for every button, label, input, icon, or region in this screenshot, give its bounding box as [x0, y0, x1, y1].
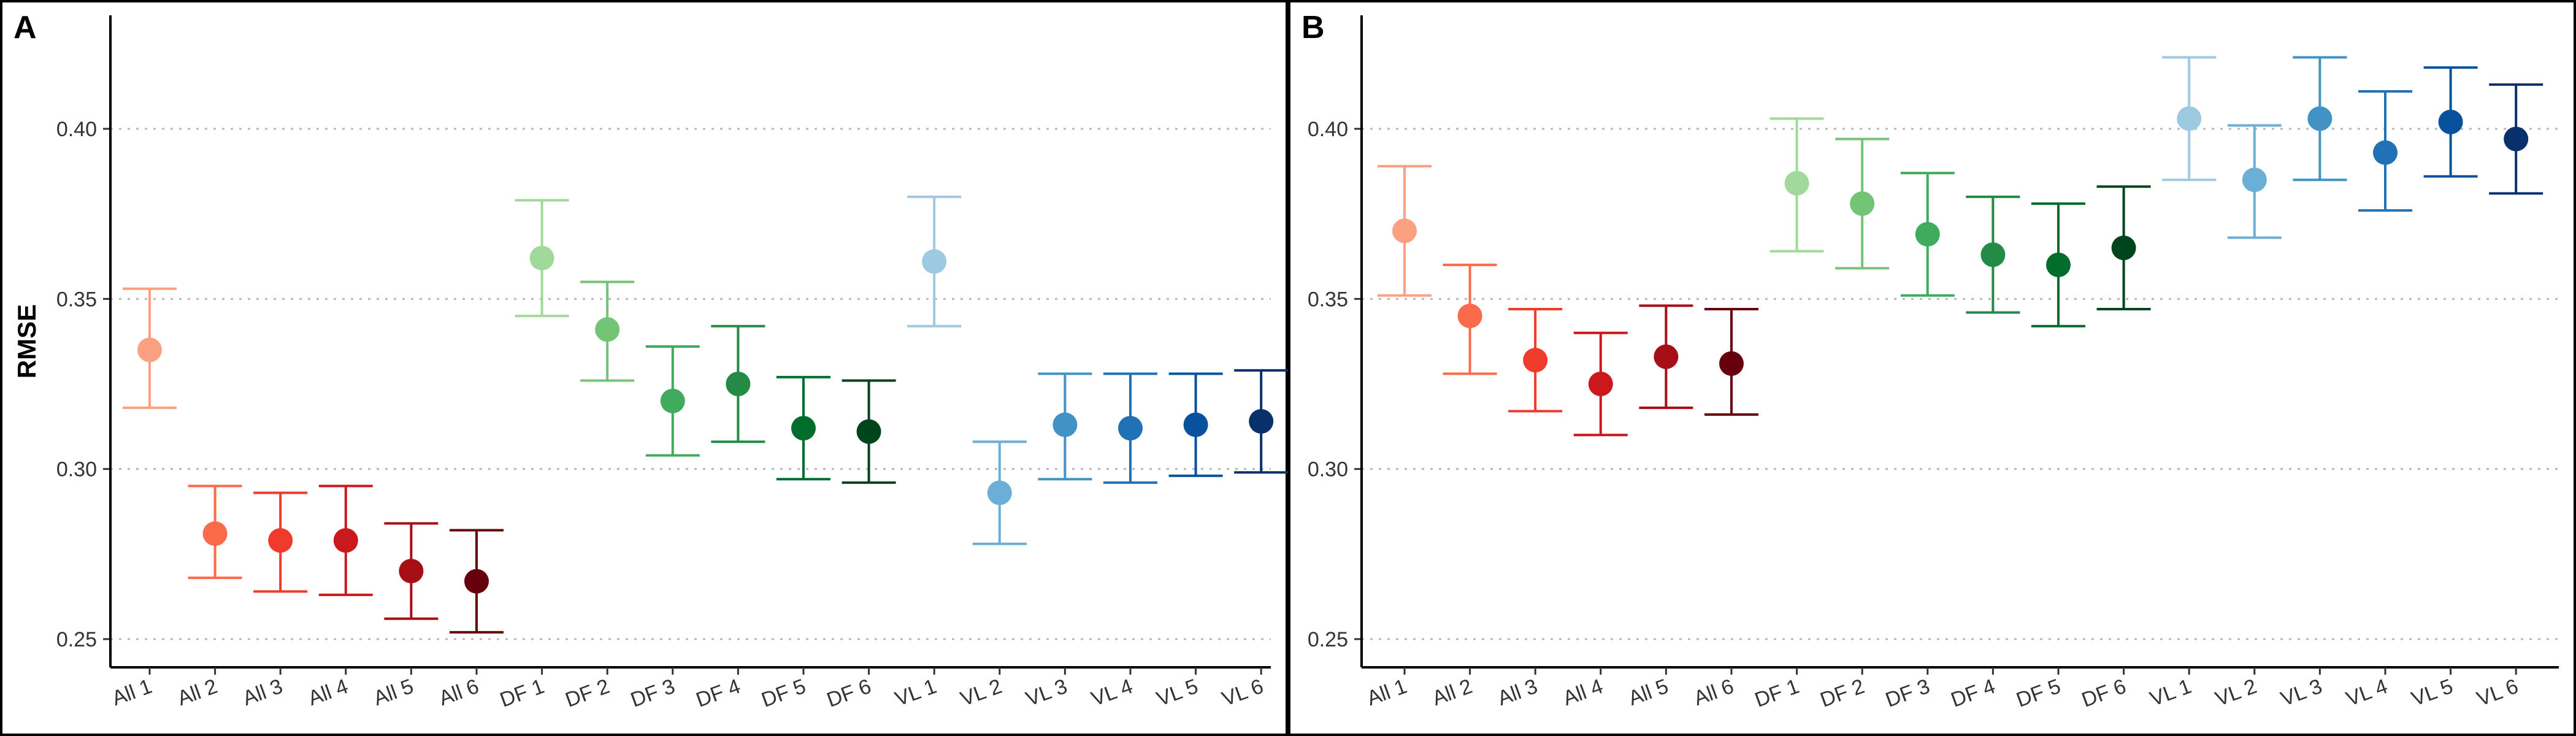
data-point-group — [711, 324, 765, 443]
data-point-group — [1573, 331, 1628, 437]
data-point — [2438, 109, 2463, 134]
data-point — [202, 521, 228, 546]
data-point-group — [776, 375, 830, 481]
data-point-group — [1103, 372, 1157, 484]
data-point-group — [123, 287, 177, 409]
data-point — [1719, 351, 1744, 376]
data-point — [268, 528, 293, 553]
data-point — [2177, 106, 2202, 131]
data-point-group — [1168, 372, 1223, 477]
data-point — [922, 249, 947, 274]
panel-border — [1288, 0, 2576, 736]
data-point-group — [1443, 263, 1497, 375]
data-point-group — [2358, 90, 2412, 212]
data-point — [987, 480, 1012, 505]
data-point-group — [1966, 195, 2020, 314]
data-point — [529, 245, 554, 270]
data-point-group — [2096, 185, 2151, 310]
data-point — [1850, 191, 1875, 217]
data-point — [464, 569, 489, 594]
data-point — [1457, 304, 1482, 329]
data-point — [2111, 236, 2136, 261]
panel-letter: A — [13, 10, 37, 45]
data-point-group — [188, 485, 242, 580]
data-point-group — [1234, 369, 1289, 474]
y-axis-title: RMSE — [12, 304, 41, 378]
data-point — [2373, 140, 2398, 165]
data-point-group — [907, 195, 962, 328]
data-point-group — [1378, 165, 1432, 297]
data-point-group — [2227, 124, 2282, 239]
data-point-group — [2293, 56, 2347, 182]
data-point-group — [253, 491, 308, 593]
data-point-group — [972, 440, 1027, 545]
data-point-group — [580, 280, 635, 382]
data-point — [137, 337, 162, 362]
data-point — [1523, 348, 1548, 373]
data-point — [333, 528, 358, 553]
data-point — [1118, 416, 1143, 441]
y-tick-label: 0.40 — [56, 118, 97, 141]
data-point — [1915, 221, 1940, 247]
y-tick-label: 0.25 — [56, 628, 97, 651]
data-point — [726, 372, 751, 396]
data-point — [2242, 167, 2267, 193]
y-tick-label: 0.30 — [1308, 458, 1348, 481]
data-point-group — [384, 522, 439, 620]
data-point-group — [1038, 372, 1092, 481]
data-point — [1052, 412, 1078, 437]
data-point — [1784, 171, 1809, 196]
data-point — [856, 419, 881, 444]
data-point-group — [2423, 66, 2478, 178]
data-point — [2504, 126, 2529, 151]
data-point-group — [1639, 304, 1693, 409]
data-point-group — [841, 379, 896, 484]
data-point-group — [318, 485, 373, 596]
data-point — [1980, 242, 2006, 267]
data-point — [1588, 372, 1613, 396]
data-point-group — [1769, 117, 1824, 253]
data-point-group — [515, 199, 569, 318]
data-point — [399, 559, 424, 584]
y-tick-label: 0.30 — [56, 458, 97, 481]
y-tick-label: 0.25 — [1308, 628, 1348, 651]
data-point — [660, 388, 685, 413]
data-point — [1654, 344, 1679, 369]
data-point — [1249, 409, 1274, 434]
data-point — [2307, 106, 2333, 131]
y-tick-label: 0.35 — [56, 288, 97, 311]
panel-border — [0, 0, 1288, 736]
data-point-group — [645, 345, 700, 457]
data-point-group — [450, 529, 504, 634]
data-point-group — [2489, 83, 2543, 195]
data-point-group — [1508, 307, 1563, 413]
y-tick-label: 0.40 — [1308, 118, 1348, 141]
data-point — [2046, 252, 2071, 277]
data-point-group — [1704, 307, 1758, 416]
data-point — [1392, 218, 1417, 243]
data-point — [1183, 412, 1208, 437]
y-tick-label: 0.35 — [1308, 288, 1348, 311]
data-point-group — [2031, 202, 2085, 328]
data-point — [791, 416, 816, 441]
data-point-group — [1900, 172, 1955, 297]
data-point — [595, 317, 620, 342]
data-point-group — [1835, 137, 1890, 270]
data-point-group — [2162, 56, 2217, 182]
panel-letter: B — [1301, 10, 1325, 45]
